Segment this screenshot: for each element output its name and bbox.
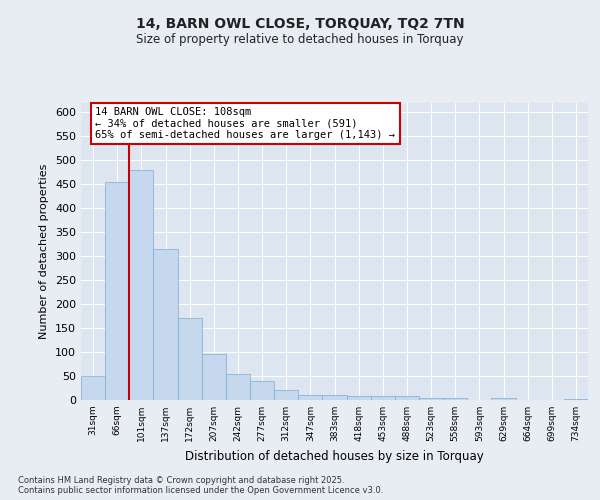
Text: 14 BARN OWL CLOSE: 108sqm
← 34% of detached houses are smaller (591)
65% of semi: 14 BARN OWL CLOSE: 108sqm ← 34% of detac… (95, 107, 395, 140)
Text: Size of property relative to detached houses in Torquay: Size of property relative to detached ho… (136, 32, 464, 46)
Bar (419, 398, 443, 400)
Bar (202, 354, 226, 400)
Bar (298, 395, 322, 400)
Bar (226, 374, 250, 400)
Bar (178, 318, 202, 400)
Bar (154, 249, 178, 400)
Y-axis label: Number of detached properties: Number of detached properties (40, 164, 49, 339)
Bar (129, 170, 154, 400)
Bar (105, 182, 129, 400)
Bar (491, 398, 515, 400)
Bar (347, 396, 371, 400)
Bar (395, 396, 419, 400)
X-axis label: Distribution of detached houses by size in Torquay: Distribution of detached houses by size … (185, 450, 484, 462)
Bar (274, 390, 298, 400)
Text: Contains HM Land Registry data © Crown copyright and database right 2025.
Contai: Contains HM Land Registry data © Crown c… (18, 476, 383, 495)
Bar (564, 399, 588, 400)
Bar (371, 396, 395, 400)
Bar (322, 395, 347, 400)
Text: 14, BARN OWL CLOSE, TORQUAY, TQ2 7TN: 14, BARN OWL CLOSE, TORQUAY, TQ2 7TN (136, 18, 464, 32)
Bar (81, 376, 105, 400)
Bar (443, 398, 467, 400)
Bar (250, 381, 274, 400)
